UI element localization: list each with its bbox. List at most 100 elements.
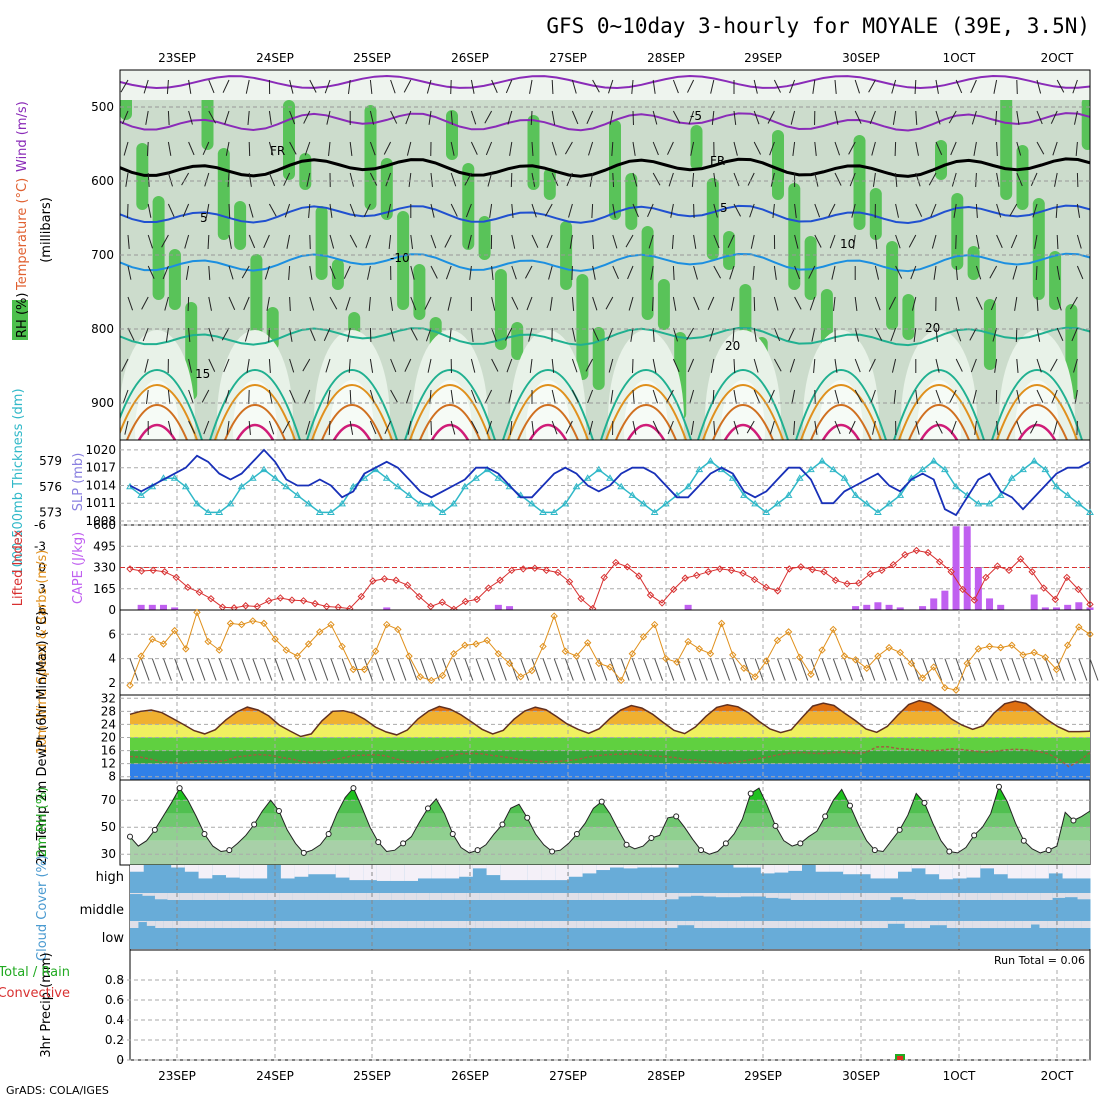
rh-point xyxy=(1045,847,1052,854)
precip-tick: 0.2 xyxy=(105,1033,124,1047)
precip-tick: 0 xyxy=(116,1053,124,1067)
cloud-bar xyxy=(946,921,956,949)
rh-dry-core xyxy=(330,380,374,440)
wind-barb xyxy=(895,203,899,218)
cloud-bar xyxy=(643,921,653,949)
cloud-bar xyxy=(677,921,687,949)
rh-point xyxy=(1070,817,1077,824)
thickness-tick: 573 xyxy=(39,505,62,519)
cloud-bar xyxy=(706,865,721,893)
wind-barb xyxy=(123,141,129,156)
wind-barb xyxy=(1016,389,1021,404)
wind-barb xyxy=(690,420,695,435)
rh2m-label: 2m RH (%) xyxy=(35,787,50,858)
lifted-point xyxy=(160,568,169,576)
wind-barb xyxy=(607,327,614,342)
wind-barb xyxy=(268,203,277,217)
lifted-point xyxy=(496,576,504,584)
rh-tick: 70 xyxy=(101,793,116,807)
temp2m-label: 2m Temp 2m DewPt (6hr Min/Max) (°C) xyxy=(35,611,50,866)
wind-barb xyxy=(854,79,861,94)
wind-speed-point xyxy=(595,659,603,668)
wind-speed-point xyxy=(360,665,369,674)
cloud-gap xyxy=(829,865,844,872)
cloud-bar xyxy=(988,921,998,949)
date-axis-top: 23SEP 24SEP 25SEP 26SEP 27SEP 28SEP 29SEP 30SEP… xyxy=(158,51,1074,65)
temp-tick: 12 xyxy=(101,757,116,771)
wind-barb xyxy=(188,358,192,373)
surface-barb xyxy=(207,658,217,681)
wind-barb xyxy=(430,203,435,218)
rh-cell xyxy=(380,158,393,220)
rh-cell xyxy=(886,241,899,330)
rh-point xyxy=(201,830,208,837)
cloud-bar xyxy=(542,921,552,949)
wind-barb xyxy=(524,265,533,279)
wind-barb xyxy=(1016,141,1022,156)
wind-barb xyxy=(950,420,957,435)
wind-barb xyxy=(303,110,311,124)
wind-barb xyxy=(491,358,499,372)
cape-bar xyxy=(919,606,927,610)
rh-point xyxy=(226,847,233,854)
surface-barb xyxy=(754,658,764,681)
rh-cell xyxy=(723,231,736,270)
wind10m-frame xyxy=(119,609,1091,696)
wind-barb xyxy=(188,110,193,125)
cloud-gap xyxy=(1015,893,1029,900)
surface-barb xyxy=(430,658,440,681)
thickness-point xyxy=(226,499,235,507)
wind-barb xyxy=(713,172,717,187)
cloud-bar xyxy=(290,921,299,949)
cloud-bar xyxy=(138,921,148,949)
cloud-gap xyxy=(845,921,855,928)
wind-speed-point xyxy=(863,664,871,672)
cape-bar xyxy=(930,598,938,610)
surface-barb xyxy=(319,658,329,681)
wind-speed-point xyxy=(271,635,279,643)
cloud-gap xyxy=(593,921,603,928)
wind-barb xyxy=(326,110,331,125)
wind-barb xyxy=(146,141,149,157)
cloud-gap xyxy=(904,921,914,928)
wind-barb xyxy=(975,234,980,249)
surface-barb xyxy=(375,658,385,681)
thickness-point xyxy=(204,508,213,515)
isotherm-20-dome xyxy=(507,384,589,440)
wind-barb xyxy=(892,110,897,125)
cloud-gap xyxy=(429,893,443,900)
wind-barb xyxy=(268,327,270,343)
cloud-gap xyxy=(486,865,501,876)
wind-barb xyxy=(609,110,614,125)
surface-barb xyxy=(419,658,429,681)
wind-barb xyxy=(948,110,957,124)
wind-barb xyxy=(384,420,392,434)
cloud-bar xyxy=(551,921,560,949)
wind-barb xyxy=(246,358,250,373)
wind-barb xyxy=(693,296,700,311)
thickness-point xyxy=(706,457,715,464)
cloud-bar xyxy=(795,921,805,949)
cloud-gap xyxy=(711,921,720,928)
lifted-point xyxy=(669,585,678,594)
cloud-gap xyxy=(643,921,653,928)
wind-barb xyxy=(667,141,674,155)
cloud-bar xyxy=(702,921,712,949)
rh-point xyxy=(797,840,804,847)
wind-barb xyxy=(1074,389,1078,404)
wind-barb xyxy=(268,141,274,156)
cape-bar xyxy=(874,602,882,610)
cloud-gap xyxy=(267,893,281,900)
wind-barb xyxy=(244,327,250,342)
wind-barb xyxy=(668,172,674,187)
cloud-gap xyxy=(765,893,779,898)
wind-barb xyxy=(289,296,291,312)
wind-barb xyxy=(895,172,898,187)
cloud-bar xyxy=(1056,921,1066,949)
surface-barb xyxy=(989,658,999,681)
surface-barb xyxy=(218,658,228,681)
wind-barb xyxy=(689,389,695,404)
cloud-gap xyxy=(1065,893,1079,898)
wind-barb xyxy=(768,389,775,403)
